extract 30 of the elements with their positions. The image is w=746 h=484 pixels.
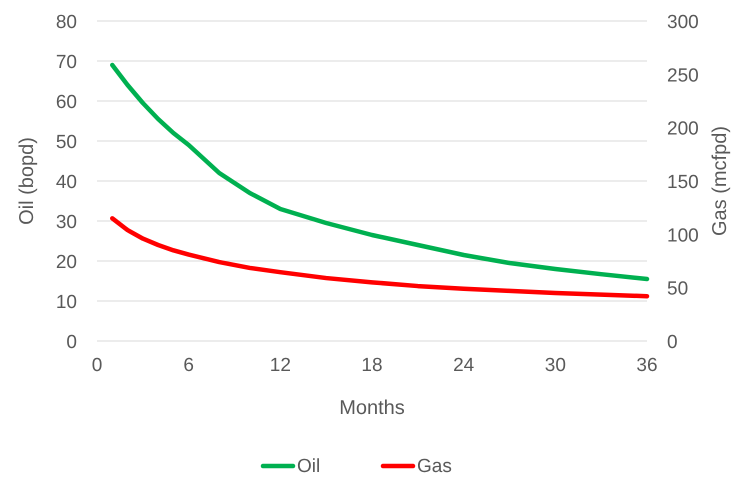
legend-label: Oil	[297, 456, 320, 477]
y2-tick-label: 300	[667, 12, 699, 33]
x-tick-label: 18	[361, 355, 383, 376]
y-tick-label: 50	[56, 132, 77, 153]
y-tick-label: 40	[56, 172, 77, 193]
x-tick-label: 12	[270, 355, 291, 376]
y-tick-label: 20	[56, 252, 77, 273]
y-tick-label: 30	[56, 212, 77, 233]
y-tick-label: 0	[66, 332, 77, 353]
x-tick-label: 24	[453, 355, 475, 376]
x-tick-label: 30	[544, 355, 566, 376]
y2-tick-label: 50	[667, 278, 688, 300]
y2-tick-label: 0	[667, 332, 678, 353]
y-tick-label: 10	[56, 292, 77, 313]
line-series	[110, 216, 650, 298]
y2-tick-label: 200	[667, 118, 699, 140]
x-tick-label: 6	[183, 355, 194, 376]
y2-tick-label: 250	[667, 65, 699, 86]
y-tick-label: 80	[56, 12, 77, 33]
x-tick-label: 36	[636, 355, 658, 376]
y-tick-label: 60	[56, 92, 77, 113]
y2-tick-label: 100	[667, 225, 699, 246]
y2-tick-label: 150	[667, 172, 699, 193]
y-axis-title: Oil (bopd)	[16, 137, 38, 225]
legend-label: Gas	[417, 456, 452, 477]
y-tick-label: 70	[56, 52, 77, 73]
line-series	[110, 62, 650, 282]
x-tick-label: 0	[92, 355, 102, 376]
y2-axis-title: Gas (mcfpd)	[709, 126, 731, 236]
x-axis-title: Months	[339, 397, 405, 419]
